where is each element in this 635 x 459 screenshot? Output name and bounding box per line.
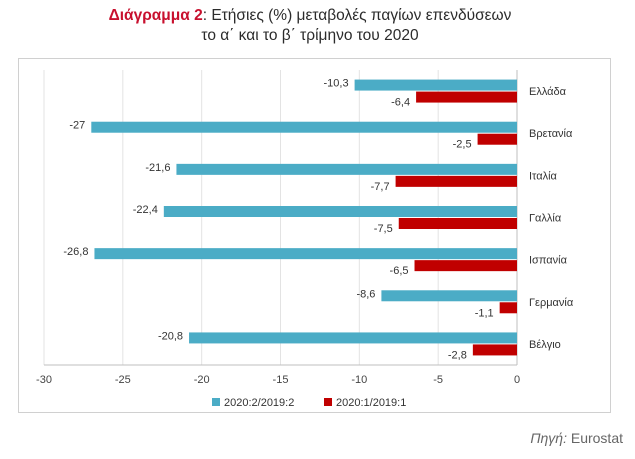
x-tick-label: -15 [273, 374, 289, 386]
data-label: -2,5 [453, 139, 472, 151]
data-label: -21,6 [145, 162, 170, 174]
data-label: -7,5 [374, 223, 393, 235]
category-label: Ισπανία [529, 255, 568, 267]
source-value: Eurostat [570, 430, 623, 446]
bar-series1 [354, 79, 517, 91]
bar-series2 [499, 302, 517, 314]
data-label: -26,8 [63, 246, 88, 258]
x-tick-label: 0 [514, 374, 520, 386]
x-tick-label: -25 [115, 374, 131, 386]
data-label: -27 [69, 120, 85, 132]
data-label: -8,6 [356, 288, 375, 300]
bar-series1 [189, 332, 517, 344]
data-label: -10,3 [324, 78, 349, 90]
bar-series1 [381, 290, 517, 302]
category-label: Βέλγιο [529, 339, 561, 351]
category-label: Γαλλία [529, 213, 562, 225]
category-label: Ελλάδα [529, 86, 567, 98]
bar-series2 [398, 218, 517, 229]
source-note: Πηγή: Eurostat [530, 430, 623, 446]
category-label: Γερμανία [529, 297, 574, 309]
bar-series1 [91, 121, 518, 133]
data-label: -6,4 [391, 97, 410, 109]
bar-series2 [477, 133, 517, 145]
legend-label: 2020:2/2019:2 [224, 397, 294, 409]
data-label: -7,7 [371, 181, 390, 193]
data-label: -2,8 [448, 349, 467, 361]
bar-series2 [472, 344, 517, 356]
data-label: -1,1 [475, 307, 494, 319]
category-label: Ιταλία [529, 170, 558, 182]
x-tick-label: -30 [36, 374, 52, 386]
legend-swatch-2 [324, 398, 332, 406]
bar-series1 [163, 206, 517, 217]
chart-title-lead: Διάγραμμα 2 [108, 7, 203, 24]
x-tick-label: -20 [194, 374, 210, 386]
data-label: -20,8 [158, 330, 183, 342]
chart-title: Διάγραμμα 2: Ετήσιες (%) μεταβολές παγίω… [0, 6, 620, 46]
legend-swatch-1 [212, 398, 220, 406]
chart-title-rest: : Ετήσιες (%) μεταβολές παγίων επενδύσεω… [202, 7, 512, 24]
bar-series2 [416, 91, 517, 103]
bar-series1 [176, 163, 517, 175]
x-tick-label: -5 [433, 374, 443, 386]
legend-label: 2020:1/2019:1 [336, 397, 406, 409]
source-label: Πηγή: [530, 430, 567, 446]
x-tick-label: -10 [351, 374, 367, 386]
bar-series2 [414, 260, 517, 272]
category-label: Βρετανία [529, 128, 573, 140]
chart-subtitle: το α΄ και το β΄ τρίμηνο του 2020 [201, 27, 419, 44]
data-label: -22,4 [133, 204, 158, 216]
data-label: -6,5 [390, 265, 409, 277]
bar-series2 [395, 175, 517, 187]
bar-series1 [94, 248, 517, 260]
chart-frame [18, 58, 611, 413]
